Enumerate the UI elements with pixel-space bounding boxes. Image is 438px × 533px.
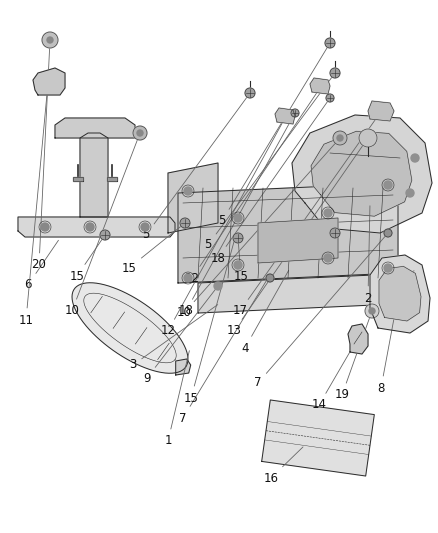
- Circle shape: [326, 94, 334, 102]
- Polygon shape: [80, 133, 108, 217]
- Text: 13: 13: [226, 140, 367, 337]
- Text: 10: 10: [64, 135, 139, 318]
- Text: 5: 5: [218, 45, 328, 228]
- Circle shape: [330, 228, 340, 238]
- Polygon shape: [292, 115, 432, 233]
- Circle shape: [47, 37, 53, 43]
- Polygon shape: [311, 131, 412, 216]
- Text: 12: 12: [160, 120, 284, 337]
- Text: 5: 5: [204, 75, 333, 252]
- Text: 3: 3: [394, 271, 414, 318]
- Circle shape: [365, 304, 379, 318]
- Circle shape: [234, 261, 242, 269]
- Circle shape: [406, 189, 414, 197]
- Circle shape: [41, 223, 49, 231]
- Text: 5: 5: [142, 95, 248, 241]
- Text: 15: 15: [122, 225, 183, 274]
- Polygon shape: [55, 118, 135, 138]
- Circle shape: [137, 130, 143, 136]
- Text: 18: 18: [211, 100, 328, 264]
- Text: 16: 16: [264, 447, 303, 484]
- Polygon shape: [72, 283, 188, 373]
- Polygon shape: [261, 400, 374, 476]
- Polygon shape: [379, 266, 421, 321]
- Circle shape: [234, 214, 242, 222]
- Circle shape: [359, 129, 377, 147]
- Text: 1: 1: [164, 351, 189, 448]
- Circle shape: [100, 230, 110, 240]
- Circle shape: [233, 233, 243, 243]
- Circle shape: [184, 274, 192, 282]
- Circle shape: [133, 126, 147, 140]
- Circle shape: [384, 181, 392, 189]
- Text: 7: 7: [179, 280, 267, 424]
- Polygon shape: [258, 218, 338, 263]
- Text: 19: 19: [335, 313, 371, 401]
- Circle shape: [291, 109, 299, 117]
- Circle shape: [245, 88, 255, 98]
- Polygon shape: [370, 255, 430, 333]
- Polygon shape: [33, 68, 65, 95]
- Circle shape: [330, 68, 340, 78]
- Text: 7: 7: [254, 235, 386, 390]
- Polygon shape: [310, 78, 330, 94]
- Text: 9: 9: [143, 288, 216, 384]
- Polygon shape: [275, 108, 295, 124]
- Text: 10: 10: [177, 140, 338, 319]
- Text: 8: 8: [377, 316, 395, 394]
- Circle shape: [214, 282, 222, 290]
- Circle shape: [324, 209, 332, 217]
- Text: 15: 15: [70, 237, 103, 282]
- Polygon shape: [348, 324, 368, 354]
- Polygon shape: [73, 177, 83, 181]
- Polygon shape: [18, 217, 175, 237]
- Circle shape: [86, 223, 94, 231]
- Polygon shape: [168, 163, 218, 233]
- Text: 2: 2: [364, 206, 372, 304]
- Text: 18: 18: [179, 116, 293, 318]
- Polygon shape: [368, 101, 394, 121]
- Circle shape: [266, 274, 274, 282]
- Circle shape: [333, 131, 347, 145]
- Circle shape: [180, 218, 190, 228]
- Circle shape: [411, 154, 419, 162]
- Circle shape: [324, 254, 332, 262]
- Text: 14: 14: [311, 341, 357, 411]
- Circle shape: [369, 308, 375, 314]
- Text: 20: 20: [32, 43, 50, 271]
- Text: 17: 17: [233, 115, 378, 318]
- Text: 15: 15: [233, 241, 248, 282]
- Text: 11: 11: [18, 86, 48, 327]
- Text: 15: 15: [184, 241, 234, 405]
- Circle shape: [141, 223, 149, 231]
- Polygon shape: [176, 359, 191, 375]
- Text: 4: 4: [241, 270, 289, 354]
- Circle shape: [337, 135, 343, 141]
- Polygon shape: [198, 273, 418, 313]
- Circle shape: [184, 187, 192, 195]
- Polygon shape: [107, 177, 117, 181]
- Circle shape: [384, 264, 392, 272]
- Circle shape: [325, 38, 335, 48]
- Circle shape: [384, 229, 392, 237]
- Text: 12: 12: [184, 90, 318, 285]
- Text: 3: 3: [129, 305, 218, 372]
- Circle shape: [42, 32, 58, 48]
- Text: 6: 6: [24, 240, 58, 292]
- Polygon shape: [178, 183, 398, 283]
